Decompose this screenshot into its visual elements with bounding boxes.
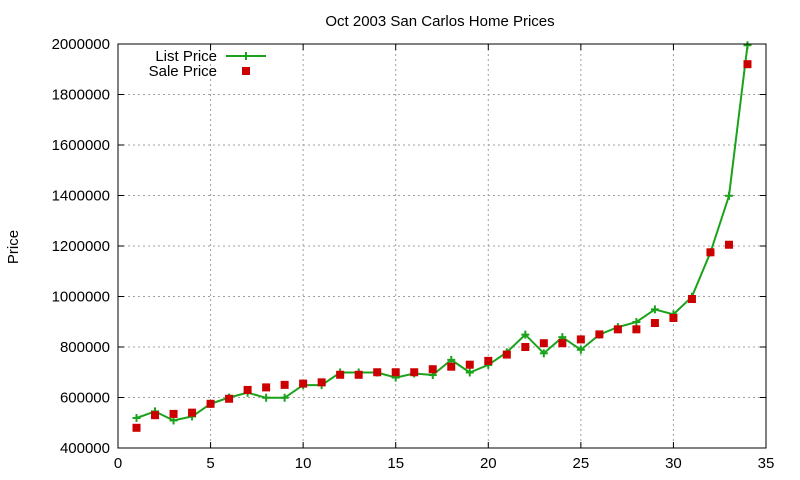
sale-price-point: [613, 325, 622, 334]
list-price-point: [632, 318, 641, 327]
y-tick-label: 600000: [60, 390, 110, 407]
y-tick-label: 1600000: [52, 137, 110, 154]
sale-price-point: [447, 362, 456, 371]
sale-price-point: [336, 370, 345, 379]
sale-price-point: [188, 408, 197, 417]
y-tick-label: 1200000: [52, 238, 110, 255]
sale-price-point: [373, 368, 382, 377]
y-tick-label: 1800000: [52, 87, 110, 104]
list-price-point: [743, 41, 752, 50]
legend-sale-marker: [242, 67, 250, 75]
x-tick-label: 5: [206, 455, 214, 472]
sale-price-point: [502, 350, 511, 359]
x-tick-label: 20: [480, 455, 497, 472]
sale-price-point: [724, 240, 733, 249]
sale-price-point: [262, 383, 271, 392]
sale-price-point: [151, 411, 160, 420]
sale-price-point: [132, 423, 141, 432]
legend-swatch-list-price: [226, 52, 266, 60]
y-tick-label: 2000000: [52, 36, 110, 53]
sale-price-point: [225, 394, 234, 403]
list-price-point: [447, 355, 456, 364]
x-tick-label: 30: [665, 455, 682, 472]
list-price-point: [576, 345, 585, 354]
x-tick-label: 35: [758, 455, 775, 472]
x-tick-label: 0: [114, 455, 122, 472]
list-price-point: [724, 191, 733, 200]
sale-price-point: [317, 378, 326, 387]
sale-price-point: [706, 248, 715, 257]
sale-price-point: [484, 356, 493, 365]
sale-price-point: [687, 295, 696, 304]
sale-price-point: [743, 60, 752, 69]
list-price-point: [465, 368, 474, 377]
sale-price-point: [576, 335, 585, 344]
sale-price-point: [299, 379, 308, 388]
y-tick-label: 1400000: [52, 188, 110, 205]
legend-label-list-price: List Price: [155, 48, 217, 65]
chart-title: Oct 2003 San Carlos Home Prices: [325, 13, 554, 30]
sale-price-point: [669, 313, 678, 322]
x-tick-label: 10: [295, 455, 312, 472]
y-axis-label: Price: [5, 230, 22, 264]
list-price-point: [539, 349, 548, 358]
sale-price-point: [428, 365, 437, 374]
sale-price-point: [465, 360, 474, 369]
sale-price-point: [521, 343, 530, 351]
y-tick-label: 400000: [60, 440, 110, 457]
plot-area-border: [117, 43, 767, 449]
sale-price-point: [558, 339, 567, 348]
axis-ticks: 0 5 10 15 20 25 30 35 400000 600000 800000 1000000 1…: [52, 36, 775, 472]
sale-price-point: [243, 385, 252, 394]
x-tick-label: 15: [387, 455, 404, 472]
legend: List Price Sale Price: [149, 48, 266, 80]
sale-price-point: [391, 368, 400, 377]
legend-swatch-sale-price: [242, 67, 250, 75]
y-tick-label: 800000: [60, 339, 110, 356]
sale-price-point: [280, 380, 289, 389]
legend-list-marker: [242, 52, 250, 60]
sale-price-point: [169, 409, 178, 418]
sale-price-point: [410, 368, 419, 377]
grid: [118, 44, 766, 448]
sale-price-point: [206, 399, 215, 408]
list-price-point: [132, 413, 141, 422]
list-price-point: [650, 305, 659, 314]
sale-price-point: [632, 325, 641, 334]
y-tick-label: 1000000: [52, 289, 110, 306]
sale-price-point: [539, 339, 548, 348]
list-price-line: [136, 45, 749, 422]
list-price-point: [521, 330, 530, 339]
sale-price-point: [595, 330, 604, 339]
sale-price-point: [354, 370, 363, 379]
legend-label-sale-price: Sale Price: [149, 63, 217, 80]
list-price-point: [280, 393, 289, 402]
series-layer: [132, 41, 752, 432]
x-tick-label: 25: [573, 455, 590, 472]
list-price-point: [262, 393, 271, 402]
sale-price-point: [650, 319, 659, 328]
